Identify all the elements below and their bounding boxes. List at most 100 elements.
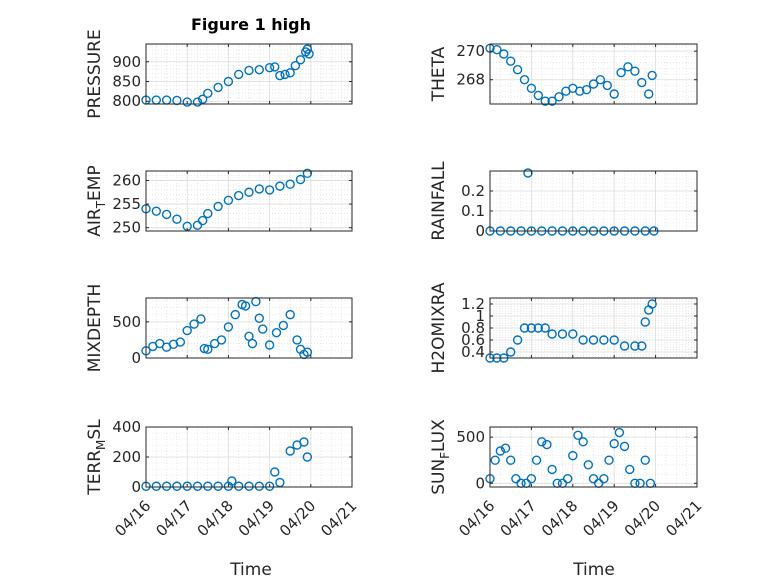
y-tick-label: 0.1 (461, 202, 485, 220)
data-point (189, 319, 199, 329)
data-point (578, 335, 588, 345)
data-point (492, 45, 502, 55)
data-point (258, 324, 268, 334)
data-point (583, 460, 594, 470)
data-point (182, 325, 192, 336)
data-point (161, 481, 172, 491)
data-point (519, 75, 530, 85)
y-axis-label: SUNFLUX (429, 419, 452, 495)
data-point (554, 92, 564, 102)
data-point (637, 341, 647, 351)
data-point (254, 184, 264, 194)
y-tick-label: 500 (112, 313, 141, 331)
y-tick-label: 200 (112, 448, 141, 466)
data-point (616, 67, 626, 78)
data-point (512, 335, 523, 345)
data-point (290, 61, 301, 71)
x-axis-label-left: Time (229, 560, 272, 580)
data-point (630, 341, 640, 351)
data-point (490, 455, 500, 465)
data-point (599, 473, 609, 484)
data-point (213, 82, 223, 93)
y-tick-label: 250 (112, 219, 141, 237)
data-point (151, 481, 162, 491)
data-point (172, 214, 182, 224)
data-point (295, 174, 306, 185)
data-point (602, 80, 612, 91)
data-point (270, 467, 280, 477)
data-point (562, 473, 573, 484)
data-point (244, 65, 254, 76)
data-point (640, 317, 650, 327)
data-point (182, 97, 192, 107)
data-point (223, 76, 234, 87)
data-point (519, 323, 530, 333)
data-point (151, 206, 162, 216)
data-point (244, 331, 254, 342)
data-point (599, 335, 609, 345)
data-point (216, 335, 227, 345)
axes-box (489, 43, 698, 105)
data-point (254, 64, 264, 75)
data-point (506, 455, 516, 465)
data-point (506, 56, 516, 66)
data-point (285, 446, 295, 456)
data-point (182, 481, 192, 491)
panel-h2omixra: 0.40.60.811.2 H2OMIXRA (429, 282, 698, 374)
data-point (233, 481, 244, 491)
data-point (280, 69, 290, 80)
data-point (547, 96, 557, 106)
x-axis-label-right: Time (572, 560, 615, 580)
data-point (512, 65, 523, 75)
data-point (254, 313, 264, 323)
data-point (537, 437, 547, 447)
data-point (233, 190, 244, 201)
data-point (264, 481, 275, 491)
data-point (523, 168, 533, 178)
data-point (588, 79, 599, 89)
data-point (304, 49, 314, 59)
data-point (609, 335, 619, 345)
data-point (533, 90, 543, 101)
data-point (285, 309, 295, 320)
data-point (302, 452, 313, 462)
axes-box (145, 43, 353, 105)
data-point (500, 443, 511, 453)
data-point (495, 446, 506, 456)
data-point (278, 320, 289, 331)
data-point (203, 88, 213, 99)
data-point (533, 323, 543, 333)
data-point (542, 439, 552, 450)
data-point (644, 89, 654, 99)
data-point (192, 481, 203, 491)
data-point (547, 329, 557, 339)
y-axis-label: H2OMIXRA (429, 282, 449, 373)
data-point (609, 438, 619, 449)
axes-box (145, 297, 353, 359)
data-point (227, 476, 237, 486)
data-point (197, 215, 208, 226)
data-point (264, 185, 275, 195)
data-point (506, 347, 516, 357)
data-point (264, 340, 275, 350)
data-point (578, 437, 588, 447)
data-point (270, 62, 280, 72)
data-point (213, 201, 223, 212)
y-axis-label: MIXDEPTH (85, 284, 105, 373)
data-point (614, 427, 625, 438)
y-tick-label: 900 (112, 53, 141, 71)
y-tick-label: 1 (475, 307, 485, 325)
data-point (223, 322, 234, 332)
panel-rainfall: 0 0.1 0.2 RAINFALL (429, 161, 698, 241)
y-tick-label: 1.2 (461, 295, 485, 313)
data-point (223, 195, 234, 205)
data-point (526, 323, 537, 333)
data-point (192, 97, 203, 107)
axes-box (489, 170, 698, 232)
data-point (619, 341, 630, 351)
data-point (623, 62, 633, 72)
data-point (203, 208, 213, 219)
data-point (264, 62, 275, 73)
axes-box (145, 170, 353, 232)
